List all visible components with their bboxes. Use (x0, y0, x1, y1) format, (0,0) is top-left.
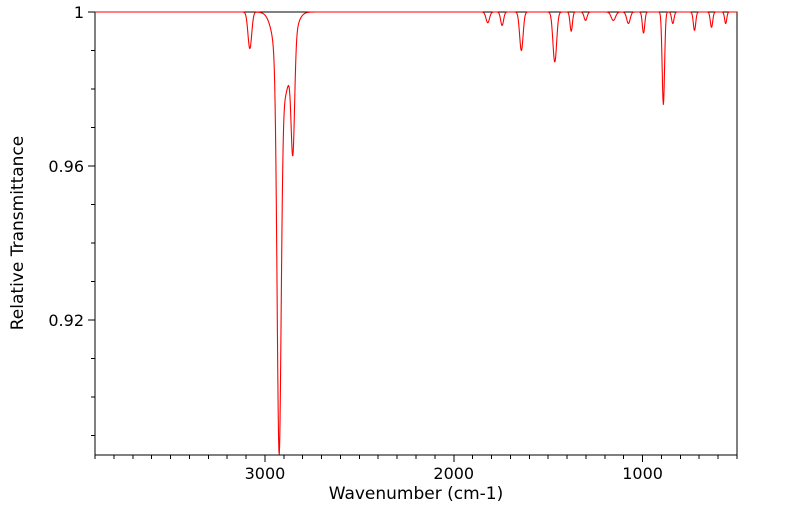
y-tick-label: 0.92 (48, 311, 84, 330)
plot-border (94, 11, 738, 456)
x-tick-label: 1000 (622, 464, 663, 483)
x-tick-label: 2000 (433, 464, 474, 483)
x-tick-label: 3000 (245, 464, 286, 483)
spectrum-line (94, 11, 738, 455)
y-tick-label: 0.96 (48, 157, 84, 176)
x-axis-title: Wavenumber (cm-1) (328, 484, 504, 504)
y-axis-title: Relative Transmittance (8, 135, 28, 331)
y-tick-label: 1 (74, 3, 84, 22)
